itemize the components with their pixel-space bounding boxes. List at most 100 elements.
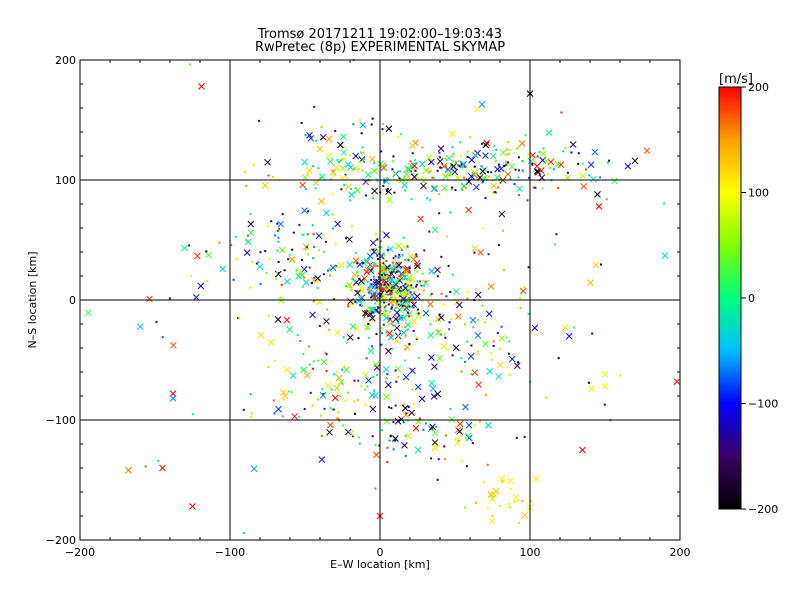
scatter-dot xyxy=(311,404,314,407)
scatter-dot xyxy=(493,191,496,194)
scatter-cross xyxy=(342,366,350,374)
scatter-dot xyxy=(358,161,361,164)
scatter-dot xyxy=(473,424,476,427)
scatter-cross xyxy=(498,334,506,342)
scatter-cross xyxy=(611,177,618,185)
scatter-cross xyxy=(543,157,550,165)
scatter-dot xyxy=(465,438,468,441)
scatter-dot xyxy=(280,296,283,299)
scatter-dot xyxy=(409,178,412,181)
scatter-dot xyxy=(320,126,323,129)
scatter-cross xyxy=(427,300,434,308)
scatter-cross xyxy=(456,428,463,435)
scatter-dot xyxy=(573,326,576,329)
scatter-dot xyxy=(300,122,303,125)
scatter-dot xyxy=(438,313,441,316)
scatter-cross xyxy=(452,344,460,352)
scatter-dot xyxy=(454,437,457,440)
scatter-dot xyxy=(446,235,449,238)
scatter-dot xyxy=(451,146,454,149)
scatter-dot xyxy=(402,421,405,424)
scatter-dot xyxy=(398,253,401,256)
scatter-dot xyxy=(419,280,422,283)
scatter-cross xyxy=(385,284,393,292)
scatter-dot xyxy=(401,254,404,257)
scatter-dot xyxy=(374,487,377,490)
scatter-dot xyxy=(428,230,431,233)
scatter-dot xyxy=(383,273,386,276)
scatter-cross xyxy=(413,259,421,267)
scatter-dot xyxy=(451,188,454,191)
scatter-cross xyxy=(319,133,327,141)
scatter-cross xyxy=(301,174,309,181)
scatter-dot xyxy=(493,495,496,498)
scatter-dot xyxy=(465,465,468,468)
scatter-dot xyxy=(362,262,365,265)
scatter-dot xyxy=(372,197,375,200)
scatter-dot xyxy=(508,373,511,376)
scatter-cross xyxy=(289,372,297,379)
scatter-dot xyxy=(375,333,378,336)
scatter-dot xyxy=(343,365,346,368)
scatter-dot xyxy=(436,275,439,278)
scatter-dot xyxy=(331,192,334,195)
scatter-cross xyxy=(84,309,92,317)
scatter-cross xyxy=(631,157,639,165)
scatter-dot xyxy=(385,268,388,271)
scatter-dot xyxy=(500,325,503,328)
scatter-cross xyxy=(408,162,416,170)
scatter-dot xyxy=(190,275,193,278)
scatter-dot xyxy=(378,444,381,447)
scatter-dot xyxy=(549,166,552,169)
x-tick-label: 200 xyxy=(670,546,691,559)
colorbar-tick-label: 0 xyxy=(748,292,755,305)
scatter-dot xyxy=(401,307,404,310)
scatter-cross xyxy=(369,239,377,247)
scatter-dot xyxy=(267,366,270,369)
scatter-cross xyxy=(383,231,390,239)
scatter-cross xyxy=(486,368,494,375)
scatter-dot xyxy=(418,281,421,284)
scatter-dot xyxy=(408,315,411,318)
scatter-dot xyxy=(417,308,420,311)
scatter-cross xyxy=(193,252,201,260)
scatter-dot xyxy=(461,166,464,169)
scatter-dot xyxy=(394,404,397,407)
scatter-cross xyxy=(428,379,436,387)
scatter-dot xyxy=(477,318,480,321)
scatter-cross xyxy=(427,158,435,166)
scatter-dot xyxy=(388,310,391,313)
scatter-dot xyxy=(353,167,356,170)
scatter-dot xyxy=(415,253,418,256)
scatter-dot xyxy=(435,425,438,428)
scatter-cross xyxy=(318,456,326,463)
scatter-cross xyxy=(387,275,394,283)
scatter-dot xyxy=(599,263,602,266)
scatter-dot xyxy=(381,230,384,233)
scatter-dot xyxy=(415,337,418,340)
scatter-dot xyxy=(317,398,320,401)
scatter-dot xyxy=(382,262,385,265)
scatter-dot xyxy=(298,223,301,226)
scatter-dot xyxy=(451,273,454,276)
scatter-dot xyxy=(391,168,394,171)
scatter-dot xyxy=(306,233,309,236)
scatter-dot xyxy=(372,269,375,272)
scatter-dot xyxy=(486,507,489,510)
scatter-cross xyxy=(404,280,412,288)
scatter-cross xyxy=(329,264,337,272)
scatter-dot xyxy=(332,175,335,178)
scatter-dot xyxy=(192,413,195,416)
scatter-dot xyxy=(257,260,260,263)
scatter-dot xyxy=(356,262,359,265)
scatter-cross xyxy=(339,165,347,172)
scatter-dot xyxy=(271,175,274,178)
scatter-cross xyxy=(372,392,379,399)
scatter-dot xyxy=(451,155,454,158)
scatter-cross xyxy=(410,317,418,325)
scatter-dot xyxy=(242,408,245,411)
scatter-dot xyxy=(498,174,501,177)
scatter-dot xyxy=(420,284,423,287)
scatter-dot xyxy=(523,435,526,438)
scatter-dot xyxy=(444,336,447,339)
